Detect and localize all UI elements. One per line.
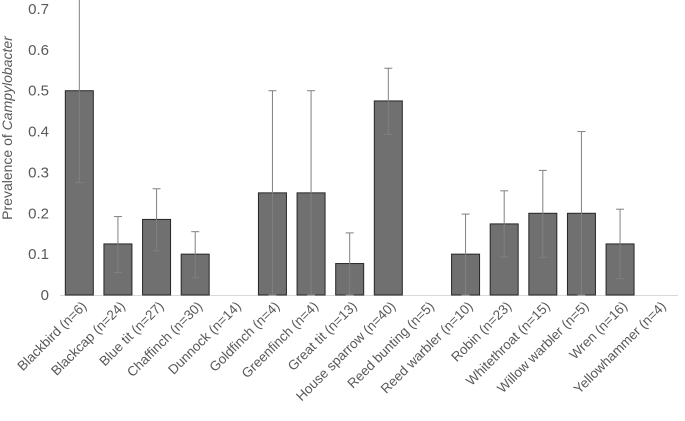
y-axis-ticks: 0 0.1 0.2 0.3 0.4 0.5 0.6 0.7: [28, 1, 49, 304]
y-axis-title-prefix: Prevalence of: [0, 130, 15, 220]
error-bar: [268, 90, 277, 296]
y-axis-title-italic: Campylobacter: [0, 35, 15, 130]
x-category-label: Great tit (n=13): [285, 299, 360, 374]
error-bar: [345, 232, 354, 296]
y-tick-label: 0.5: [28, 83, 49, 100]
error-bar: [191, 231, 200, 279]
error-bar: [384, 67, 393, 135]
error-bar: [538, 169, 547, 258]
error-bar: [307, 90, 316, 296]
error-bars: [75, 0, 625, 296]
error-bar: [616, 208, 625, 280]
error-bar: [113, 216, 122, 274]
y-tick-label: 0.2: [28, 205, 49, 222]
y-tick-label: 0.6: [28, 42, 49, 59]
y-axis-title: Prevalence of Campylobacter: [0, 35, 15, 220]
y-tick-label: 0.7: [28, 1, 49, 18]
error-bar: [500, 190, 509, 258]
error-bar: [152, 188, 161, 252]
y-tick-label: 0.1: [28, 246, 49, 263]
y-tick-label: 0.4: [28, 124, 49, 141]
y-tick-label: 0.3: [28, 164, 49, 181]
x-category-label: Blackbird (n=6): [14, 299, 89, 374]
error-bar: [577, 131, 586, 296]
y-tick-label: 0: [41, 287, 49, 304]
error-bar: [461, 213, 470, 296]
error-bar: [75, 0, 84, 184]
x-axis-labels: Blackbird (n=6)Blackcap (n=24)Blue tit (…: [14, 299, 668, 404]
